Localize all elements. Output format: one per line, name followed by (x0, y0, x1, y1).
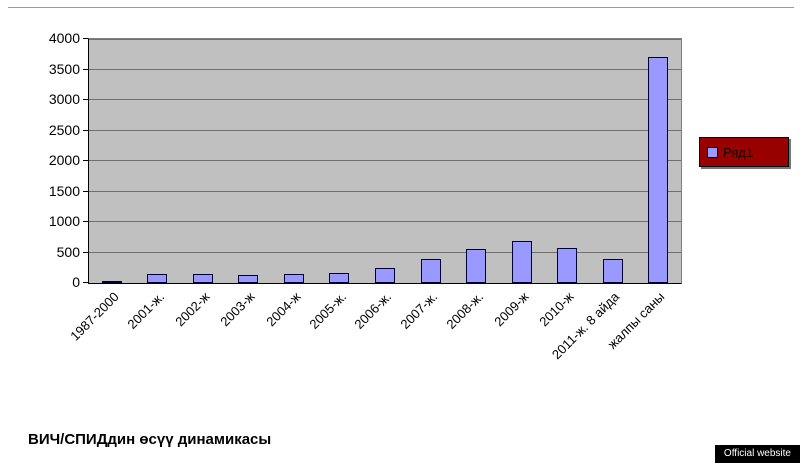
x-tick-label: 2005-ж. (306, 289, 350, 332)
gridline (89, 99, 681, 100)
official-website-badge: Official website (714, 445, 800, 463)
y-tick-label: 0 (72, 274, 80, 290)
bar (466, 249, 486, 283)
x-tick-label: 2003-ж (217, 289, 258, 330)
bar (329, 273, 349, 283)
x-tick-label: 2002-ж (172, 289, 213, 330)
y-tick-label: 4000 (48, 30, 80, 46)
gridline (89, 251, 681, 253)
y-tick-mark (83, 221, 88, 222)
gridline (89, 160, 681, 161)
bar (284, 274, 304, 283)
y-tick-label: 3500 (48, 60, 80, 77)
y-tick-mark (83, 282, 88, 283)
y-tick-mark (83, 160, 88, 161)
y-tick-label: 500 (56, 243, 80, 260)
plot-area (88, 38, 682, 284)
bar (421, 259, 441, 283)
y-tick-mark (83, 38, 88, 39)
chart-caption: ВИЧ/СПИДдин өсүү динамикасы (28, 431, 272, 448)
y-tick-label: 1500 (48, 182, 80, 199)
top-divider (8, 7, 794, 8)
bar (557, 248, 577, 283)
x-tick-label: 2004-ж (263, 289, 304, 330)
x-tick-label: 1987-2000 (66, 289, 122, 344)
gridline (89, 190, 681, 192)
y-tick-label: 2500 (48, 121, 80, 138)
bar (512, 241, 532, 283)
y-tick-label: 3000 (48, 91, 80, 107)
x-tick-label: 2010-ж (536, 289, 577, 330)
gridline (89, 129, 681, 131)
y-tick-mark (83, 68, 88, 70)
bar (193, 274, 213, 283)
bar (648, 57, 668, 283)
hiv-aids-bar-chart: 0 500 1000 1500 2000 2500 3000 3500 4000 1987-20… (48, 30, 789, 422)
x-tick-label: 2008-ж. (442, 289, 486, 332)
x-axis-labels: 1987-2000 2001-ж. 2002-ж 2003-ж 2004-ж 2005-ж… (67, 287, 680, 422)
gridline (89, 39, 681, 40)
gridline (89, 221, 681, 222)
legend: Ряд1 (699, 137, 789, 167)
gridline (89, 68, 681, 70)
bar (102, 281, 122, 283)
y-tick-mark (83, 129, 88, 131)
y-tick-label: 2000 (48, 152, 80, 168)
x-tick-label: 2006-ж. (351, 289, 395, 332)
legend-series-label: Ряд1 (723, 144, 754, 160)
y-tick-label: 1000 (48, 213, 80, 229)
bar (238, 275, 258, 283)
bar (603, 259, 623, 283)
y-tick-mark (83, 99, 88, 100)
x-tick-label: 2007-ж. (397, 289, 441, 332)
y-tick-mark (83, 190, 88, 192)
x-tick-label: 2001-ж. (124, 289, 167, 332)
x-tick-label: 2009-ж (490, 289, 532, 330)
y-tick-mark (83, 251, 88, 253)
bar (375, 268, 395, 283)
legend-swatch-icon (707, 146, 718, 158)
bar (147, 274, 167, 283)
